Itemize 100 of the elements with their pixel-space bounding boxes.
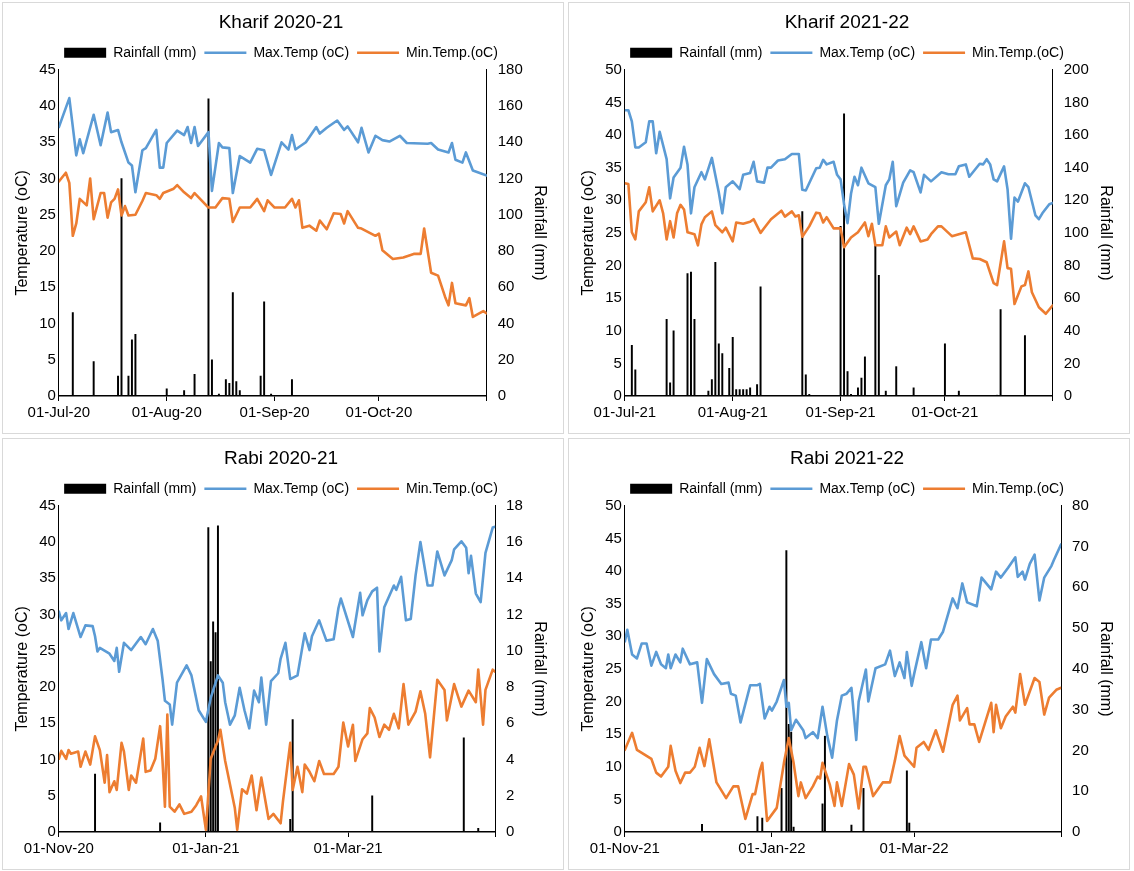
y-tick-label: 20	[605, 691, 622, 709]
x-tick-label: 01-Sep-21	[805, 403, 876, 421]
y-tick-label: 30	[605, 190, 622, 208]
y2-tick-label: 200	[1063, 59, 1089, 77]
y-axis-title: Temperature (oC)	[13, 606, 31, 732]
y2-tick-label: 80	[1072, 495, 1089, 513]
legend-label: Max.Temp (oC)	[819, 479, 916, 496]
y2-tick-label: 140	[1063, 157, 1089, 175]
legend-label: Rainfall (mm)	[679, 479, 763, 496]
y2-tick-label: 40	[497, 313, 515, 331]
y-tick-label: 5	[47, 349, 56, 367]
y-tick-label: 15	[605, 288, 622, 306]
y2-tick-label: 12	[506, 604, 523, 622]
y-tick-label: 5	[613, 353, 622, 371]
y2-axis-title: Rainfall (mm)	[1097, 621, 1115, 717]
y2-tick-label: 8	[506, 677, 515, 695]
y2-tick-label: 100	[1063, 223, 1089, 241]
y2-tick-label: 120	[497, 168, 523, 186]
x-tick-label: 01-Jul-20	[27, 403, 91, 421]
legend-label: Min.Temp.(oC)	[972, 43, 1064, 60]
y2-tick-label: 60	[1072, 577, 1089, 595]
y2-tick-label: 20	[1063, 353, 1081, 371]
y2-axis-title: Rainfall (mm)	[531, 621, 549, 717]
y-tick-label: 10	[605, 756, 622, 774]
y2-tick-label: 16	[506, 532, 523, 550]
y-tick-label: 35	[605, 593, 622, 611]
y-tick-label: 0	[47, 386, 56, 404]
y-tick-label: 15	[39, 277, 56, 295]
legend-label: Max.Temp (oC)	[253, 43, 350, 60]
y2-tick-label: 4	[506, 749, 515, 767]
y2-tick-label: 40	[1063, 320, 1081, 338]
y2-tick-label: 100	[497, 204, 523, 222]
legend-label: Rainfall (mm)	[113, 43, 197, 60]
y-tick-label: 35	[605, 157, 622, 175]
chart-title: Kharif 2020-21	[218, 10, 344, 32]
x-tick-label: 01-Aug-20	[131, 403, 202, 421]
y-tick-label: 40	[39, 532, 56, 550]
y-tick-label: 0	[47, 822, 56, 840]
y2-tick-label: 160	[497, 96, 523, 114]
legend-label: Rainfall (mm)	[679, 43, 763, 60]
y-tick-label: 35	[39, 132, 56, 150]
y-tick-label: 0	[613, 822, 622, 840]
legend-label: Max.Temp (oC)	[819, 43, 916, 60]
y-tick-label: 40	[605, 561, 622, 579]
y-tick-label: 0	[613, 386, 622, 404]
x-tick-label: 01-Jan-21	[172, 839, 240, 857]
y-tick-label: 40	[605, 125, 622, 143]
y2-tick-label: 120	[1063, 190, 1089, 208]
y2-tick-label: 10	[506, 640, 523, 658]
y2-tick-label: 60	[1063, 288, 1081, 306]
y2-tick-label: 0	[497, 386, 507, 404]
x-tick-label: 01-Aug-21	[697, 403, 768, 421]
legend-label: Min.Temp.(oC)	[406, 43, 498, 60]
y-tick-label: 10	[39, 749, 56, 767]
y2-tick-label: 20	[1072, 740, 1089, 758]
y2-tick-label: 0	[1063, 386, 1073, 404]
y2-axis-title: Rainfall (mm)	[1097, 185, 1115, 281]
y-tick-label: 15	[605, 724, 622, 742]
legend-label: Rainfall (mm)	[113, 479, 197, 496]
y-tick-label: 45	[39, 59, 56, 77]
y2-tick-label: 6	[506, 713, 515, 731]
y-tick-label: 25	[605, 223, 622, 241]
legend-label: Max.Temp (oC)	[253, 479, 350, 496]
x-tick-label: 01-Mar-21	[313, 839, 383, 857]
y-axis-title: Temperature (oC)	[579, 606, 597, 732]
y-tick-label: 10	[39, 313, 56, 331]
chart-title: Rabi 2020-21	[223, 446, 339, 468]
y2-tick-label: 180	[1063, 92, 1089, 110]
y2-tick-label: 14	[506, 568, 523, 586]
legend-label: Min.Temp.(oC)	[406, 479, 498, 496]
x-tick-label: 01-Nov-20	[23, 839, 94, 857]
y-tick-label: 45	[605, 92, 622, 110]
x-tick-label: 01-Jul-21	[593, 403, 657, 421]
y-tick-label: 50	[605, 59, 622, 77]
x-tick-label: 01-Jan-22	[738, 839, 806, 857]
chart-title: Kharif 2021-22	[784, 10, 910, 32]
y2-tick-label: 0	[1072, 822, 1081, 840]
y2-tick-label: 0	[506, 822, 515, 840]
legend-label: Min.Temp.(oC)	[972, 479, 1064, 496]
y2-tick-label: 60	[497, 277, 515, 295]
y-tick-label: 35	[39, 568, 56, 586]
y-tick-label: 25	[39, 640, 56, 658]
y-tick-label: 15	[39, 713, 56, 731]
y-tick-label: 25	[605, 659, 622, 677]
x-tick-label: 01-Nov-21	[589, 839, 660, 857]
y-axis-title: Temperature (oC)	[579, 170, 597, 296]
y2-tick-label: 80	[1063, 255, 1081, 273]
y-tick-label: 30	[605, 626, 622, 644]
y2-tick-label: 18	[506, 495, 523, 513]
y2-tick-label: 70	[1072, 536, 1089, 554]
x-tick-label: 01-Mar-22	[879, 839, 949, 857]
x-tick-label: 01-Oct-21	[911, 403, 979, 421]
x-tick-label: 01-Oct-20	[345, 403, 413, 421]
y2-tick-label: 160	[1063, 125, 1089, 143]
y-tick-label: 40	[39, 96, 56, 114]
y2-tick-label: 80	[497, 241, 515, 259]
y-tick-label: 30	[39, 168, 56, 186]
y2-tick-label: 20	[497, 349, 515, 367]
y-tick-label: 10	[605, 320, 622, 338]
y-tick-label: 25	[39, 204, 56, 222]
